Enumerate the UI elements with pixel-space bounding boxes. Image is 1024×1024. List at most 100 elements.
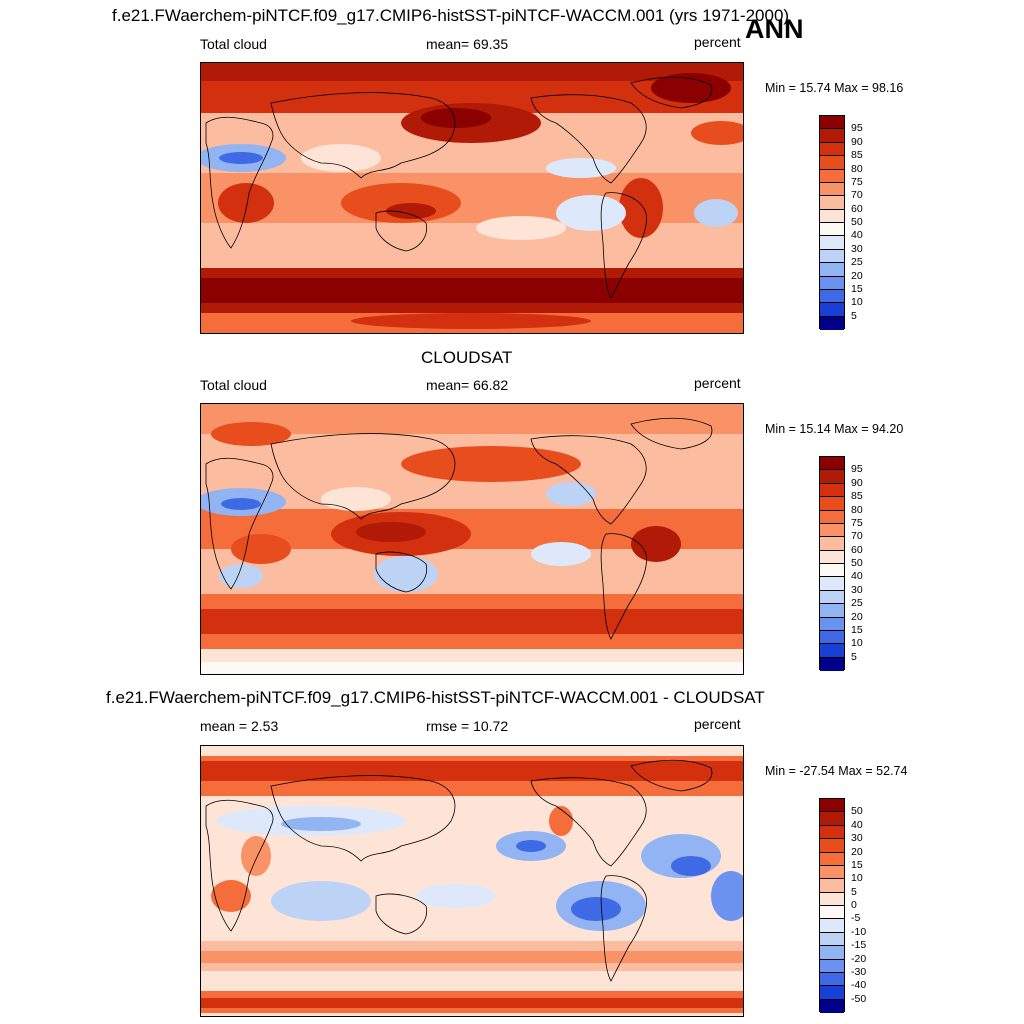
colorbar-swatch	[820, 550, 844, 564]
colorbar-swatch	[820, 523, 844, 538]
panel2-map-field	[201, 404, 743, 674]
colorbar-tick-label: -50	[851, 992, 867, 1005]
colorbar-tick-label: 10	[851, 296, 863, 309]
panel1-title: f.e21.FWaerchem-piNTCF.f09_g17.CMIP6-his…	[112, 6, 790, 25]
colorbar-swatch	[820, 946, 844, 960]
colorbar-swatch	[820, 865, 844, 880]
colorbar-tick-label: 20	[851, 269, 863, 282]
panel3-title: f.e21.FWaerchem-piNTCF.f09_g17.CMIP6-his…	[106, 688, 765, 707]
colorbar-swatch	[820, 182, 844, 197]
colorbar-swatch	[820, 223, 844, 237]
panel1-mean-label: mean= 69.35	[426, 36, 509, 52]
panel2-mean-label: mean= 66.82	[426, 377, 509, 393]
colorbar-swatch	[820, 657, 844, 671]
panel1-minmax: Min = 15.74 Max = 98.16	[765, 81, 904, 95]
colorbar-swatch	[820, 644, 844, 658]
colorbar-swatch	[820, 303, 844, 317]
colorbar-swatch	[820, 249, 844, 264]
colorbar-tick-label: 95	[851, 122, 863, 135]
colorbar-tick-label: 10	[851, 637, 863, 650]
colorbar-tick-label: 80	[851, 162, 863, 175]
colorbar-tick-label: -20	[851, 952, 867, 965]
colorbar-tick-label: 75	[851, 516, 863, 529]
colorbar-tick-label: 0	[851, 899, 857, 911]
colorbar-tick-label: 30	[851, 583, 863, 596]
colorbar-tick-label: 85	[851, 490, 863, 503]
colorbar-tick-label: 25	[851, 256, 863, 269]
panel3-units-label: percent	[694, 716, 741, 732]
colorbar-swatch	[820, 839, 844, 853]
colorbar-swatch	[820, 169, 844, 183]
colorbar-tick-label: -10	[851, 925, 867, 938]
colorbar-tick-label: -40	[851, 979, 867, 992]
colorbar-swatch	[820, 289, 844, 304]
colorbar-tick-label: 50	[851, 216, 863, 228]
colorbar-tick-label: 70	[851, 530, 863, 543]
colorbar-swatch	[820, 812, 844, 826]
colorbar-tick-label: 80	[851, 503, 863, 516]
panel1-units-label: percent	[694, 34, 741, 50]
colorbar-swatch	[820, 156, 844, 170]
colorbar-swatch	[820, 852, 844, 866]
colorbar-swatch	[820, 892, 844, 906]
colorbar-swatch	[820, 590, 844, 605]
panel2-variable-label: Total cloud	[200, 377, 267, 393]
colorbar-swatch	[820, 604, 844, 618]
colorbar-tick-label: 5	[851, 309, 857, 322]
colorbar-swatch	[820, 906, 844, 920]
colorbar-tick-label: 50	[851, 557, 863, 569]
colorbar-swatch	[820, 470, 844, 484]
colorbar-tick-label: -15	[851, 939, 867, 952]
colorbar-tick-label: 75	[851, 175, 863, 188]
colorbar-swatch	[820, 986, 844, 1000]
colorbar-swatch	[820, 999, 844, 1013]
colorbar-tick-label: 20	[851, 845, 863, 858]
colorbar-tick-label: 5	[851, 885, 857, 898]
colorbar-swatch	[820, 972, 844, 987]
colorbar-tick-label: 95	[851, 463, 863, 476]
panel3-map-field	[201, 746, 743, 1016]
colorbar-tick-label: 20	[851, 610, 863, 623]
colorbar-swatch	[820, 457, 844, 471]
colorbar-swatch	[820, 483, 844, 498]
colorbar-tick-label: 10	[851, 872, 863, 885]
colorbar-tick-label: 85	[851, 149, 863, 162]
colorbar-swatch	[820, 196, 844, 210]
colorbar-tick-label: 40	[851, 229, 863, 242]
season-label: ANN	[745, 14, 804, 44]
colorbar-tick-label: 40	[851, 818, 863, 831]
colorbar-tick-label: 60	[851, 202, 863, 215]
colorbar-swatch	[820, 630, 844, 645]
colorbar-swatch	[820, 263, 844, 277]
colorbar-tick-label: -5	[851, 912, 861, 925]
colorbar-tick-label: 30	[851, 242, 863, 255]
colorbar-tick-label: 40	[851, 570, 863, 583]
colorbar-swatch	[820, 617, 844, 631]
panel3-mean-label: mean = 2.53	[200, 718, 279, 734]
colorbar-tick-label: 70	[851, 189, 863, 202]
panel2-map	[200, 403, 744, 675]
colorbar-swatch	[820, 116, 844, 130]
colorbar-swatch	[820, 564, 844, 578]
colorbar-tick-label: 90	[851, 476, 863, 489]
colorbar-swatch	[820, 799, 844, 813]
colorbar-tick-label: 30	[851, 832, 863, 845]
panel1-map	[200, 62, 744, 334]
colorbar-tick-label: 60	[851, 543, 863, 556]
colorbar-swatch	[820, 276, 844, 290]
panel2-units-label: percent	[694, 375, 741, 391]
panel2-colorbar	[819, 456, 845, 671]
colorbar-swatch	[820, 316, 844, 330]
colorbar-tick-label: 15	[851, 858, 863, 871]
panel2-minmax: Min = 15.14 Max = 94.20	[765, 422, 904, 436]
colorbar-swatch	[820, 142, 844, 157]
colorbar-tick-label: 5	[851, 650, 857, 663]
panel2-title: CLOUDSAT	[421, 348, 513, 367]
colorbar-swatch	[820, 510, 844, 524]
colorbar-tick-label: -30	[851, 965, 867, 978]
colorbar-swatch	[820, 209, 844, 223]
panel1-variable-label: Total cloud	[200, 36, 267, 52]
colorbar-swatch	[820, 236, 844, 250]
panel3-rmse-label: rmse = 10.72	[426, 718, 509, 734]
colorbar-swatch	[820, 497, 844, 511]
